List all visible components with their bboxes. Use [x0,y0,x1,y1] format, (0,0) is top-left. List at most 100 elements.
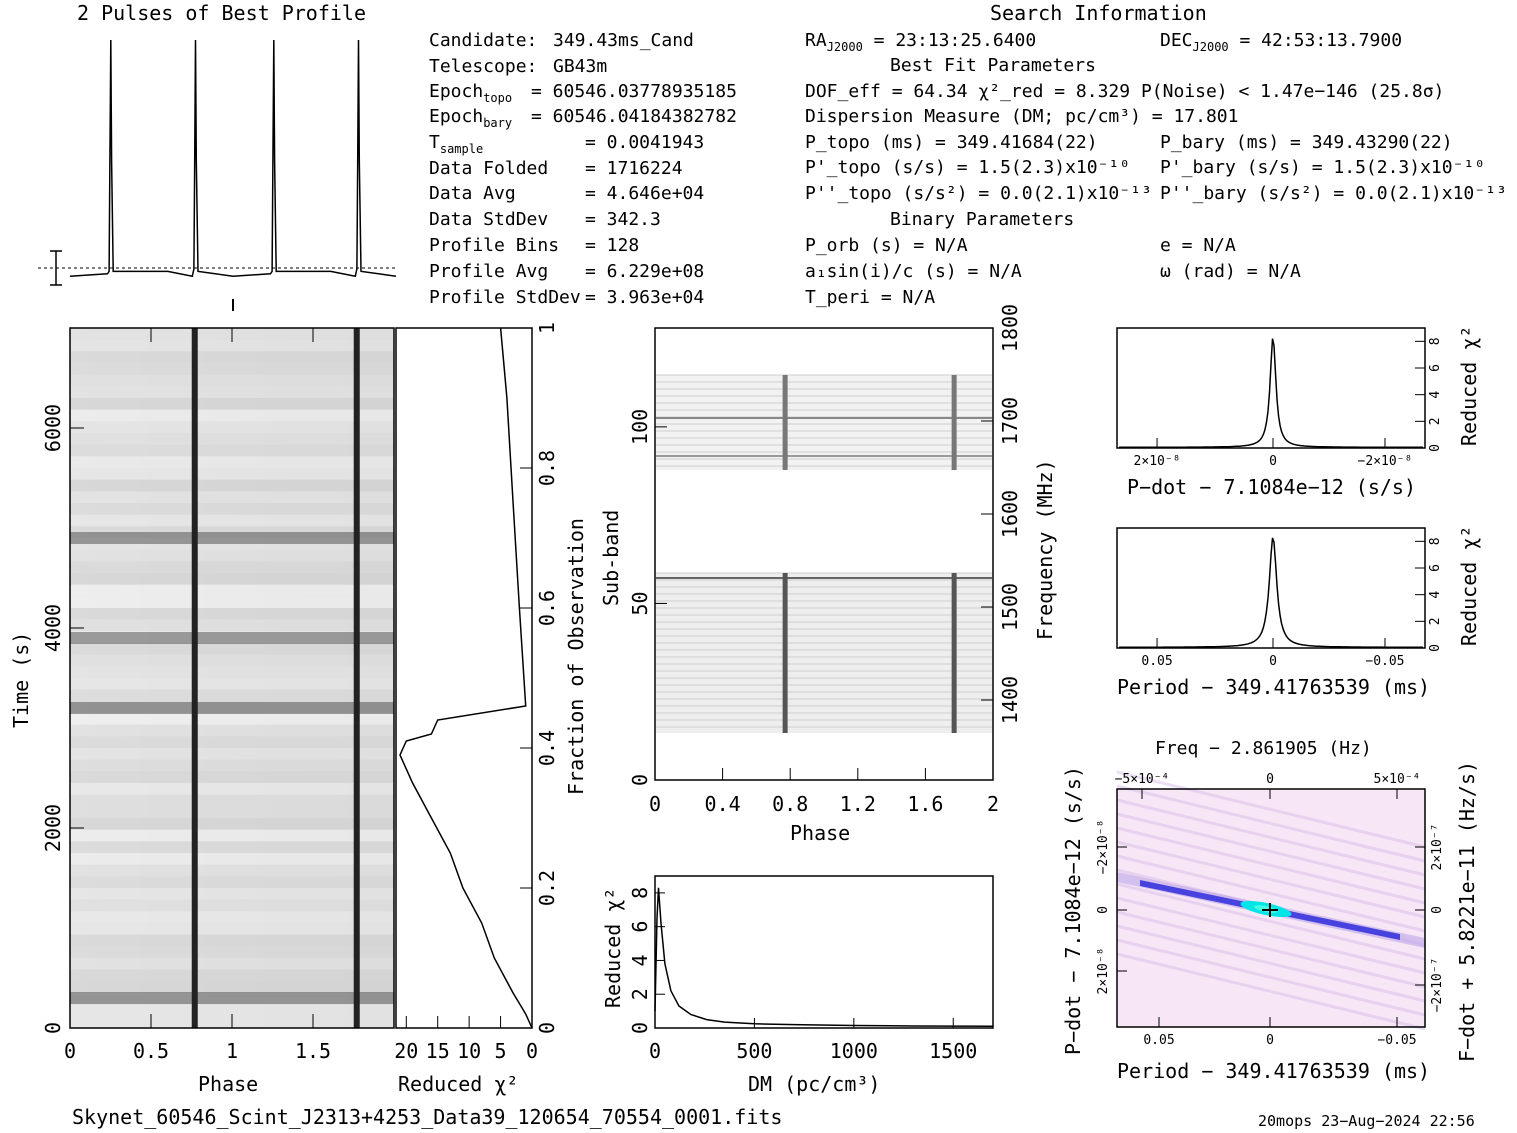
period-ylabel: Reduced χ² [1457,526,1481,646]
subband-pulse-upper [782,375,788,470]
chi-xtick-label: 15 [426,1039,450,1063]
info-row-value: = 60546.04184382782 [531,106,737,127]
ppdot-grid-streaks [1116,770,1426,1031]
omega-line: ω (rad) = N/A [1160,261,1301,282]
dm-curve-axes: 0 500 1000 1500 0 2 4 6 8 [628,887,977,1063]
time-row [70,934,394,947]
info-row-value: = 128 [585,235,639,256]
ppdot-ylabel: P−dot − 7.1084e−12 (s/s) [1061,766,1085,1055]
dm-xtick-label: 0 [649,1039,661,1063]
ppdot-streak [1116,896,1426,975]
dm-xtick-label: 1000 [830,1039,878,1063]
time-row [70,503,394,515]
dm-ytick-label: 2 [628,988,652,1000]
time-row [70,421,394,433]
time-row [70,794,394,807]
time-row [70,491,394,503]
ppdot-streak [1116,812,1426,891]
sb-xtick-label: 0.8 [772,792,808,816]
info-row-value: = 60546.03778935185 [531,81,737,102]
info-row-label: Telescope: [429,56,537,77]
time-row [70,911,394,923]
dm-ytick-label: 8 [628,887,652,899]
pp-ytick-label: −2×10⁻⁸ [1096,820,1111,875]
subband-pulse-lower [782,573,788,733]
info-row-label: Candidate: [429,30,537,51]
ppdot-streak [1116,770,1426,849]
subband-ylabel: Sub-band [599,510,623,606]
pp-toptick-label: 5×10⁻⁴ [1374,772,1421,787]
tperi-line: T_peri = N/A [805,287,935,308]
time-row [70,748,394,760]
time-row [70,468,394,480]
best-fit-title: Best Fit Parameters [890,55,1096,76]
time-row [70,724,394,737]
info-row-value: = 4.646e+04 [585,183,704,204]
tp-xtick-label: 0 [64,1039,76,1063]
ptopo-line: P_topo (ms) = 349.41684(22) [805,132,1098,153]
subband-pulse-upper [951,375,957,470]
curve-ytick-label: 4 [1428,391,1443,399]
subband-phase-plot: 0 0.4 0.8 1.2 1.6 2 0 50 100 1400 1500 1600 1700 1800… [599,304,1057,845]
info-row-value: = 0.0041943 [585,132,704,153]
dm-ylabel: Reduced χ² [601,888,625,1008]
time-phase-rows [70,328,394,1028]
chi-xtick-label: 5 [495,1039,507,1063]
ppdot-streak [1116,840,1426,919]
chi-ytick-label: 0.2 [535,870,559,906]
chi-vs-time-plot: 20 15 10 5 000.20.40.60.81 Reduced χ² Fracti… [394,322,588,1096]
sb-y2tick-label: 1500 [998,583,1022,631]
search-info-title: Search Information [990,1,1207,25]
ppdot-streak [1116,798,1426,877]
ecc-line: e = N/A [1160,235,1236,256]
curve-ytick-label: 0 [1428,444,1443,452]
time-row [70,829,394,842]
info-row-label: Data Avg [429,183,516,204]
curve-ytick-label: 2 [1428,417,1443,425]
info-row-label: Tsample [429,132,483,156]
time-row [70,386,394,398]
pdot-topo-line: P'_topo (s/s) = 1.5(2.3)x10⁻¹⁰ [805,157,1130,178]
ppdot-xlabel: Period − 349.41763539 (ms) [1117,1059,1430,1083]
time-row [70,958,394,970]
time-row [70,678,394,690]
tp-xtick-label: 1 [226,1039,238,1063]
chi-ytick-label: 0.4 [535,730,559,766]
porb-line: P_orb (s) = N/A [805,235,968,256]
time-phase-ylabel: Time (s) [9,632,33,728]
time-row [70,666,394,678]
pdot-curve-plot: 2×10⁻⁸ 0 −2×10⁻⁸ 0 2 4 6 8 P−dot − 7.1084e−12 (… [1116,326,1481,499]
pp-y2tick-label: 0 [1430,906,1445,914]
sb-xtick-label: 1.2 [840,792,876,816]
curve-ytick-label: 0 [1428,644,1443,652]
pp-ytick-label: 0 [1096,906,1111,914]
time-pulse-line [191,328,198,1028]
a1sini-line: a₁sin(i)/c (s) = N/A [805,261,1022,282]
info-row-value: GB43m [553,56,607,77]
info-row-value: = 3.963e+04 [585,287,704,308]
pp-toptick-label: 0 [1266,772,1274,787]
curve-xtick-label: 2×10⁻⁸ [1134,454,1181,469]
pdot-ylabel: Reduced χ² [1457,326,1481,446]
time-pulse-line [353,328,360,1028]
time-row [70,759,394,772]
chi-xtick-label: 10 [457,1039,481,1063]
sb-xtick-label: 0 [649,792,661,816]
sb-y2tick-label: 1800 [998,304,1022,352]
time-band [70,702,394,714]
time-row [70,398,394,410]
ppdot-y2label: F−dot + 5.8221e−11 (Hz/s) [1455,761,1479,1062]
sb-y2tick-label: 1600 [998,490,1022,538]
pdot-curve-axes: 2×10⁻⁸ 0 −2×10⁻⁸ 0 2 4 6 8 [1134,337,1443,469]
time-row [70,573,394,585]
subband-block-upper [656,375,992,470]
dm-curve-line [654,887,994,1028]
time-row [70,981,394,993]
time-row [70,619,394,632]
dm-xtick-label: 500 [736,1039,772,1063]
info-row-label: Profile Bins [429,235,559,256]
profile-plot [38,39,397,311]
info-left-column: Candidate: 349.43ms_Cand Telescope: GB43m Ep… [429,30,737,308]
period-xlabel: Period − 349.41763539 (ms) [1117,675,1430,699]
